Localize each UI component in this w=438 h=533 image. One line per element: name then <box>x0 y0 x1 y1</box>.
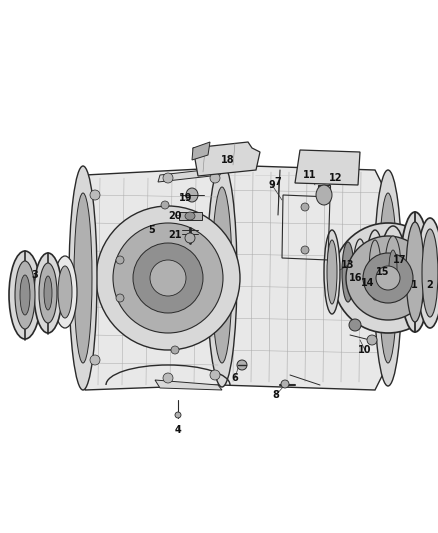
Polygon shape <box>218 165 392 390</box>
Ellipse shape <box>20 275 30 315</box>
Text: 15: 15 <box>376 267 390 277</box>
Text: 20: 20 <box>168 211 182 221</box>
Ellipse shape <box>186 188 198 202</box>
Polygon shape <box>193 142 260 176</box>
Ellipse shape <box>342 242 354 302</box>
Text: 11: 11 <box>303 170 317 180</box>
Text: 3: 3 <box>32 270 39 280</box>
Polygon shape <box>179 212 202 220</box>
Ellipse shape <box>380 226 406 310</box>
Ellipse shape <box>210 370 220 380</box>
Ellipse shape <box>163 173 173 183</box>
Ellipse shape <box>185 212 195 220</box>
Polygon shape <box>158 168 222 182</box>
Ellipse shape <box>327 240 337 304</box>
Ellipse shape <box>374 170 402 386</box>
Polygon shape <box>80 168 222 390</box>
Ellipse shape <box>9 251 41 339</box>
Ellipse shape <box>58 266 72 318</box>
Ellipse shape <box>316 185 332 205</box>
Text: 13: 13 <box>341 260 355 270</box>
Ellipse shape <box>389 250 397 286</box>
Ellipse shape <box>113 223 223 333</box>
Ellipse shape <box>74 193 92 363</box>
Ellipse shape <box>363 253 413 303</box>
Ellipse shape <box>44 276 52 310</box>
Ellipse shape <box>96 206 240 350</box>
Ellipse shape <box>171 346 179 354</box>
Ellipse shape <box>333 223 438 333</box>
Polygon shape <box>318 185 330 200</box>
Text: 21: 21 <box>168 230 182 240</box>
Text: 14: 14 <box>361 278 375 288</box>
Polygon shape <box>295 150 360 185</box>
Text: 17: 17 <box>393 255 407 265</box>
Ellipse shape <box>39 263 57 323</box>
Ellipse shape <box>161 201 169 209</box>
Text: 6: 6 <box>232 373 238 383</box>
Ellipse shape <box>34 253 62 333</box>
Ellipse shape <box>116 256 124 264</box>
Ellipse shape <box>385 236 401 300</box>
Ellipse shape <box>175 412 181 418</box>
Ellipse shape <box>53 256 77 328</box>
Ellipse shape <box>353 239 367 307</box>
Ellipse shape <box>69 166 97 390</box>
Ellipse shape <box>376 266 400 290</box>
Ellipse shape <box>90 190 100 200</box>
Ellipse shape <box>15 261 35 329</box>
Ellipse shape <box>163 373 173 383</box>
Ellipse shape <box>400 212 430 332</box>
Ellipse shape <box>324 230 340 314</box>
Polygon shape <box>192 142 210 160</box>
Text: 1: 1 <box>411 280 417 290</box>
Ellipse shape <box>301 246 309 254</box>
Ellipse shape <box>116 294 124 302</box>
Text: 5: 5 <box>148 225 155 235</box>
Ellipse shape <box>422 229 438 317</box>
Ellipse shape <box>150 260 186 296</box>
Ellipse shape <box>379 193 397 363</box>
Ellipse shape <box>417 218 438 328</box>
Text: 18: 18 <box>221 155 235 165</box>
Ellipse shape <box>349 319 361 331</box>
Ellipse shape <box>301 203 309 211</box>
Ellipse shape <box>346 236 430 320</box>
Ellipse shape <box>366 230 384 310</box>
Text: 19: 19 <box>179 193 193 203</box>
Ellipse shape <box>207 163 237 387</box>
Ellipse shape <box>185 233 195 243</box>
Ellipse shape <box>212 187 232 363</box>
Polygon shape <box>155 380 222 390</box>
Ellipse shape <box>369 240 381 300</box>
Text: 8: 8 <box>272 390 279 400</box>
Ellipse shape <box>406 222 424 322</box>
Text: 12: 12 <box>329 173 343 183</box>
Ellipse shape <box>237 360 247 370</box>
Text: 9: 9 <box>268 180 276 190</box>
Text: 4: 4 <box>175 425 181 435</box>
Ellipse shape <box>367 335 377 345</box>
Text: 10: 10 <box>358 345 372 355</box>
Text: 16: 16 <box>349 273 363 283</box>
Ellipse shape <box>281 380 289 388</box>
Ellipse shape <box>133 243 203 313</box>
Ellipse shape <box>210 173 220 183</box>
Text: 7: 7 <box>275 177 281 187</box>
Ellipse shape <box>90 355 100 365</box>
Text: 2: 2 <box>427 280 433 290</box>
